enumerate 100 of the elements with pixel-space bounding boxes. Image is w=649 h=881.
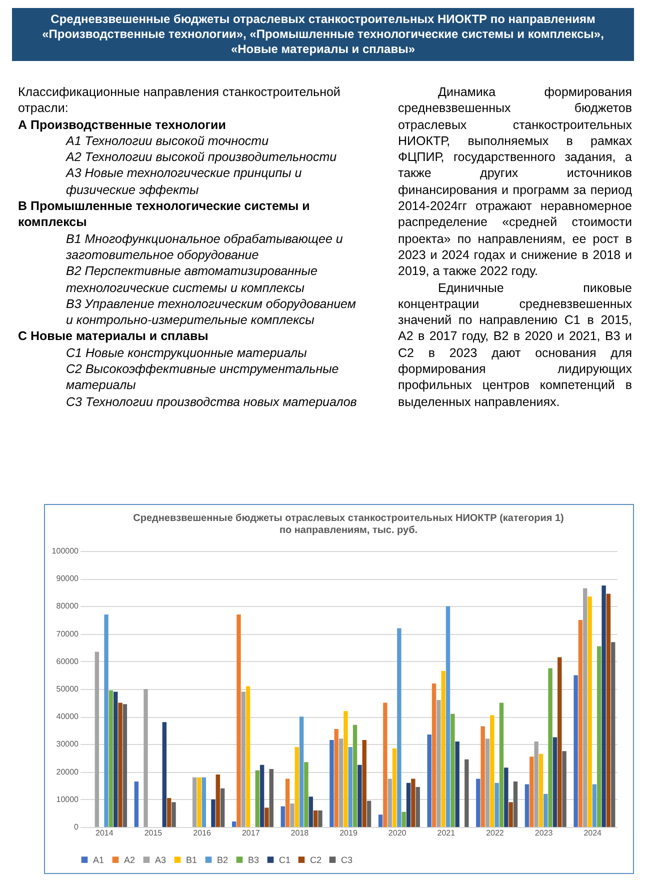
bar: [504, 768, 508, 827]
y-tick-label: 10000: [56, 794, 80, 804]
bar: [544, 794, 548, 827]
text: А1 Технологии высокой точности: [64, 132, 270, 150]
bar: [122, 704, 128, 827]
bar: [166, 798, 172, 827]
bar: [255, 770, 260, 827]
bar: [220, 788, 225, 827]
bar: [236, 614, 241, 827]
bar: [480, 726, 485, 827]
bar: [464, 759, 469, 827]
text: А2 Технологии высокой производительности: [64, 149, 338, 166]
bar: [602, 586, 606, 827]
text: А3 Новые технологические принципы и физические эффекты: [64, 165, 303, 198]
bar: [441, 671, 446, 827]
bar: [260, 764, 264, 827]
bar: [197, 777, 202, 827]
bar: [232, 821, 236, 827]
x-tick-label: 2017: [242, 828, 260, 838]
text: Единичные пиковые концентрации средневзвешенных значений по направлению С1 в 2015, А2 в 2017 году, В2 в 2020 и 2021, В3 и С2 в 2023 дают основания для формирования лидирующих профильных центров компетенций в выделенных направлениях.: [398, 280, 632, 410]
x-tick-label: 2023: [534, 828, 554, 838]
y-tick-label: 80000: [56, 602, 80, 611]
bar: [485, 738, 490, 827]
bar: [192, 777, 197, 827]
bar: [330, 740, 334, 827]
legend-label: C2: [310, 854, 322, 865]
bar: [308, 796, 313, 827]
text: С3 Технологии производства новых материалов: [65, 394, 358, 410]
bar: [285, 778, 290, 827]
bar: [552, 737, 558, 827]
y-tick-label: 100000: [52, 546, 80, 556]
bar: [592, 784, 597, 827]
bar: [334, 729, 338, 827]
x-tick-label: 2024: [584, 828, 602, 838]
bar: [406, 782, 411, 827]
y-tick-label: 0: [74, 822, 80, 832]
bar: [583, 588, 588, 827]
bar: [172, 802, 176, 827]
y-tick-label: 70000: [56, 629, 80, 638]
x-tick-label: 2019: [340, 828, 358, 838]
text: Динамика формирования средневзвешенных бюджетов отраслевых станкостроительных НИОКТР, выполняемых в рамках ФЦПИР, государственного задания, а также других источников финансирования и программ за период 2014-2024гг отражают неравномерное распределение «средней стоимости проекта» по направлениям, ее рост в 2023 и 2024 годах и снижение в 2018 и 2019, а также 2022 году.: [398, 85, 632, 278]
bar: [476, 778, 480, 827]
legend-label: A2: [124, 854, 136, 865]
y-tick-label: 90000: [56, 574, 80, 584]
bar: [588, 596, 592, 827]
chart-title: Средневзвешенные бюджеты отраслевых станкостроительных НИОКТР (категория 1) по направлениям, тыс. руб.: [133, 513, 564, 536]
bar: [524, 784, 530, 827]
bar: [530, 756, 534, 827]
bar: [578, 620, 583, 827]
bar: [402, 812, 406, 827]
bar: [348, 746, 352, 827]
bar: [202, 777, 206, 827]
chart-subtitle: Средневзвешенные бюджеты отраслевых станкостроительных НИОКТР по направлениям «Производственные технологии», «Промышленные технологические системы и комплексы», «Новые материалы и сплавы»: [12, 8, 634, 61]
bar: [508, 802, 513, 827]
bar: [455, 741, 460, 827]
bar: [299, 716, 304, 827]
bar: [280, 806, 285, 827]
bar: [264, 808, 269, 827]
x-tick-label: 2014: [96, 828, 114, 838]
bar: [362, 740, 366, 827]
bar: [318, 810, 322, 827]
bar: [290, 804, 294, 827]
bar: [216, 774, 220, 827]
bar: [108, 690, 114, 827]
text: В1 Многофункциональное обрабатывающее и заготовительное оборудование: [65, 230, 344, 264]
bar: [358, 764, 362, 827]
bar: [432, 683, 436, 827]
bar: [446, 606, 450, 827]
bar: [162, 722, 167, 827]
y-tick-label: 20000: [56, 767, 80, 776]
bar: [118, 702, 122, 827]
legend-label: B2: [217, 854, 228, 865]
legend-label: C1: [279, 854, 291, 865]
bar: [450, 714, 455, 827]
y-tick-label: 50000: [56, 684, 80, 694]
legend-label: B1: [186, 854, 198, 865]
text: В2 Перспективные автоматизированные технологические системы и комплексы: [65, 263, 318, 296]
x-tick-label: 2018: [290, 828, 310, 838]
bar: [211, 799, 216, 827]
bar: [104, 614, 108, 827]
bar: [490, 715, 494, 827]
text: В3 Управление технологическим оборудованием и контрольно-измерительные комплексы: [65, 296, 357, 328]
bar: [134, 781, 139, 827]
bar: [558, 657, 562, 827]
text: А Производственные технологии: [18, 116, 227, 133]
bar: [562, 751, 566, 827]
bar: [411, 778, 416, 827]
x-tick-label: 2022: [486, 828, 504, 838]
bar: [392, 748, 397, 827]
bar: [427, 734, 432, 827]
bar: [397, 628, 402, 827]
x-tick-label: 2020: [388, 828, 407, 838]
bar: [241, 692, 246, 827]
bar: [611, 642, 616, 827]
bar: [294, 746, 299, 827]
y-tick-label: 60000: [56, 656, 80, 666]
x-tick-label: 2016: [193, 828, 212, 838]
bar: [313, 810, 318, 827]
legend-label: A1: [93, 854, 104, 865]
bar: [338, 738, 344, 827]
